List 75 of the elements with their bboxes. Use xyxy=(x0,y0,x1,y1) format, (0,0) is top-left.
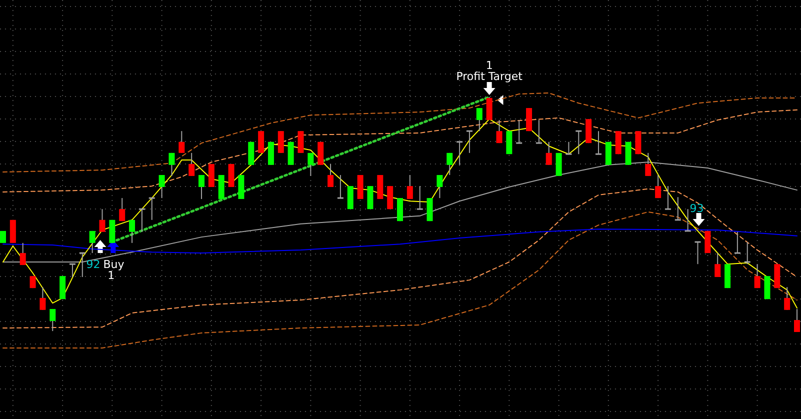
candlestick xyxy=(178,130,185,154)
candlestick xyxy=(158,174,165,199)
annotation: Buy xyxy=(103,258,125,271)
text: 1 xyxy=(486,59,493,72)
candlestick xyxy=(466,130,474,154)
candlestick xyxy=(744,241,752,265)
candlestick xyxy=(724,264,731,289)
candlestick xyxy=(506,130,512,155)
candlestick xyxy=(60,276,66,300)
annotation: 93 xyxy=(690,202,704,215)
candlestick xyxy=(684,208,692,232)
candlestick xyxy=(416,186,424,210)
candlestick xyxy=(794,308,800,332)
candlestick xyxy=(535,120,543,144)
candlestick xyxy=(50,308,56,332)
candlestick xyxy=(615,130,622,155)
candlestick xyxy=(655,174,662,199)
candlestick xyxy=(664,186,672,210)
candlestick xyxy=(268,141,274,166)
candlestick xyxy=(564,141,572,155)
candlestick xyxy=(357,175,364,199)
candlestick xyxy=(367,186,374,210)
candlestick xyxy=(574,130,582,155)
candlestick xyxy=(278,130,284,154)
candlestick xyxy=(594,130,602,155)
candlestick xyxy=(377,175,384,199)
candlestick xyxy=(119,198,126,222)
candlestick xyxy=(298,130,304,154)
candlestick xyxy=(198,174,204,200)
candlestick xyxy=(714,252,721,278)
candlestick xyxy=(40,286,46,310)
candlestick xyxy=(476,108,482,132)
candlestick xyxy=(336,174,344,199)
candlestick xyxy=(99,208,106,232)
candlestick xyxy=(218,175,224,199)
candlestick xyxy=(774,264,780,289)
candlestick xyxy=(188,152,195,176)
candlestick xyxy=(526,108,532,132)
candlestick xyxy=(328,163,334,188)
candlestick xyxy=(258,130,264,154)
candlestick xyxy=(486,96,492,121)
candlestick xyxy=(347,186,354,210)
candlestick xyxy=(635,130,642,155)
candlestick xyxy=(89,230,96,254)
candlestick xyxy=(734,231,742,254)
candlestick xyxy=(764,276,770,300)
candlestick xyxy=(288,141,294,166)
candlestick xyxy=(674,196,682,221)
candlestick xyxy=(308,152,314,176)
candlestick xyxy=(456,141,464,166)
candlestick xyxy=(318,141,324,166)
text: Profit Target xyxy=(456,70,524,83)
candlestick xyxy=(148,197,156,220)
candlestick xyxy=(784,286,790,310)
candlestick xyxy=(754,264,760,289)
candlestick xyxy=(109,219,116,244)
candlestick xyxy=(446,152,453,176)
candlestick xyxy=(515,120,523,144)
candlestick xyxy=(496,120,502,144)
candlestick xyxy=(168,152,175,176)
candlestick xyxy=(238,175,244,199)
candlestick xyxy=(248,141,254,166)
candlestick xyxy=(436,174,443,199)
candlestick xyxy=(694,241,702,265)
candlestick xyxy=(10,219,16,244)
annotation: 92 xyxy=(86,258,100,271)
candlestick xyxy=(387,186,394,210)
candlestick xyxy=(406,174,413,200)
annotation: 1 xyxy=(108,269,115,282)
candlestick xyxy=(138,208,146,232)
candlestick xyxy=(397,198,403,222)
candlestick xyxy=(426,198,433,222)
candlestick xyxy=(129,219,136,244)
candlestick xyxy=(546,141,552,166)
candlestick xyxy=(586,118,592,144)
